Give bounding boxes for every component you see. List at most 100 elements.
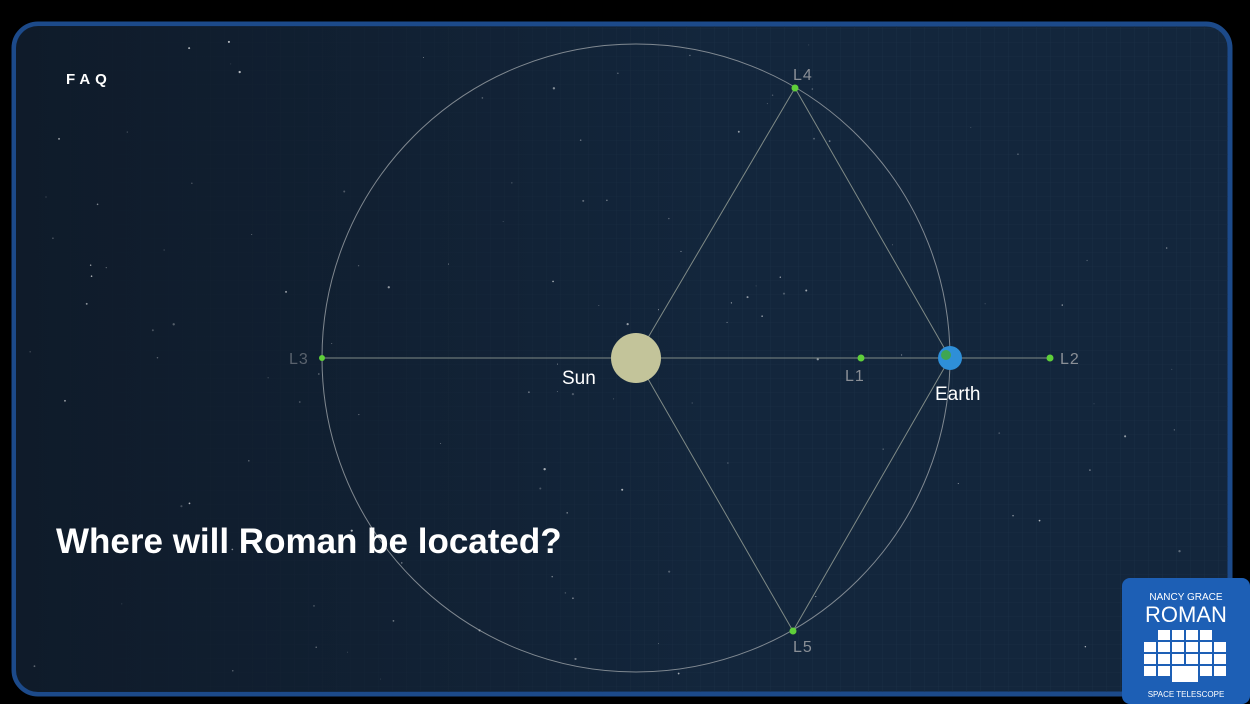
star bbox=[251, 234, 253, 236]
star bbox=[1124, 435, 1127, 438]
star bbox=[1089, 469, 1091, 471]
star bbox=[1017, 153, 1019, 155]
grid bbox=[16, 26, 1228, 692]
star bbox=[343, 190, 346, 193]
l2-label: L2 bbox=[1060, 351, 1080, 368]
star bbox=[1173, 429, 1176, 431]
star bbox=[582, 199, 585, 202]
star bbox=[621, 488, 624, 491]
star bbox=[657, 309, 659, 311]
star bbox=[574, 657, 577, 661]
earth-label: Earth bbox=[935, 384, 980, 405]
star bbox=[1086, 259, 1088, 262]
star bbox=[350, 529, 353, 532]
star bbox=[85, 302, 88, 305]
logo-mirrors bbox=[1144, 630, 1226, 682]
star bbox=[811, 88, 814, 90]
l4-label: L4 bbox=[793, 67, 813, 84]
star bbox=[598, 304, 600, 306]
star bbox=[1171, 368, 1173, 370]
star bbox=[177, 546, 180, 549]
star bbox=[984, 303, 986, 305]
star bbox=[511, 182, 513, 184]
star bbox=[1061, 304, 1063, 306]
star bbox=[230, 63, 232, 65]
star bbox=[357, 265, 360, 267]
star bbox=[746, 296, 749, 299]
star bbox=[379, 678, 381, 680]
star bbox=[552, 87, 556, 90]
star bbox=[892, 244, 894, 246]
star bbox=[172, 323, 175, 326]
star bbox=[771, 94, 774, 96]
star bbox=[298, 401, 301, 403]
star bbox=[33, 665, 36, 668]
star bbox=[556, 363, 558, 365]
star bbox=[422, 57, 424, 59]
star bbox=[180, 505, 183, 508]
star bbox=[657, 643, 659, 645]
star bbox=[766, 103, 768, 105]
star bbox=[387, 286, 390, 289]
star bbox=[571, 393, 575, 396]
l1-point bbox=[857, 354, 865, 362]
star bbox=[727, 462, 729, 464]
star bbox=[816, 358, 819, 361]
l5-label: L5 bbox=[793, 639, 813, 656]
star bbox=[191, 182, 193, 185]
star bbox=[726, 321, 728, 323]
star bbox=[151, 329, 154, 332]
star bbox=[808, 44, 810, 46]
star bbox=[64, 399, 66, 402]
star bbox=[400, 562, 403, 564]
star bbox=[527, 391, 530, 394]
star bbox=[539, 487, 542, 490]
star bbox=[998, 432, 1001, 434]
star bbox=[551, 575, 553, 578]
star bbox=[617, 72, 619, 74]
star bbox=[957, 482, 959, 485]
l3-point bbox=[319, 355, 325, 361]
star bbox=[163, 249, 165, 251]
star bbox=[227, 40, 230, 43]
star bbox=[481, 97, 484, 99]
logo-bottom: SPACE TELESCOPE bbox=[1148, 690, 1225, 699]
star bbox=[970, 126, 972, 128]
star bbox=[331, 342, 333, 344]
star bbox=[317, 373, 320, 375]
star bbox=[45, 196, 47, 198]
star bbox=[755, 285, 757, 287]
star bbox=[579, 139, 582, 141]
l3-label: L3 bbox=[289, 351, 309, 368]
star bbox=[58, 137, 61, 140]
star bbox=[89, 264, 92, 266]
star bbox=[626, 323, 629, 326]
star bbox=[392, 620, 395, 622]
star bbox=[231, 548, 234, 551]
star bbox=[29, 351, 31, 353]
l1-label: L1 bbox=[845, 368, 865, 385]
star bbox=[1038, 519, 1041, 522]
star bbox=[238, 70, 241, 74]
star bbox=[90, 275, 93, 277]
star bbox=[730, 302, 733, 304]
star bbox=[737, 130, 740, 133]
star bbox=[1084, 646, 1087, 648]
star bbox=[882, 448, 884, 450]
star bbox=[779, 276, 781, 278]
star bbox=[680, 250, 682, 252]
question: Where will Roman be located? bbox=[56, 522, 562, 561]
star bbox=[815, 595, 817, 598]
l2-point bbox=[1046, 354, 1054, 362]
star bbox=[121, 603, 123, 605]
star bbox=[805, 289, 808, 292]
star bbox=[1165, 247, 1168, 249]
star bbox=[782, 292, 786, 295]
star bbox=[248, 460, 250, 462]
star bbox=[156, 356, 159, 359]
logo-name: ROMAN bbox=[1145, 602, 1227, 627]
star bbox=[96, 203, 99, 206]
star bbox=[315, 646, 317, 648]
star bbox=[346, 651, 348, 653]
